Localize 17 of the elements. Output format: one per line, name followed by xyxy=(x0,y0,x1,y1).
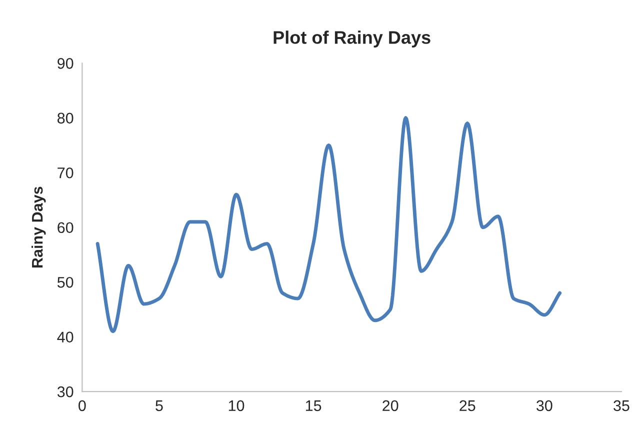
y-tick-label: 60 xyxy=(58,222,74,234)
x-tick-label: 15 xyxy=(306,400,322,412)
x-tick-label: 10 xyxy=(228,400,244,412)
y-axis-title: Rainy Days xyxy=(32,186,46,268)
y-tick-label: 70 xyxy=(58,167,74,178)
x-tick-label: 20 xyxy=(382,400,398,412)
x-tick-label: 25 xyxy=(460,400,476,412)
y-tick-label: 80 xyxy=(58,112,74,124)
y-tick-label: 90 xyxy=(58,58,74,69)
x-tick-label: 0 xyxy=(78,400,86,412)
x-tick-label: 35 xyxy=(614,400,630,412)
y-tick-label: 40 xyxy=(57,332,74,342)
y-tick-label: 30 xyxy=(57,386,74,398)
chart-title: Plot of Rainy Days xyxy=(274,30,430,48)
x-tick-label: 5 xyxy=(156,400,163,412)
x-tick-label: 30 xyxy=(536,400,552,412)
y-tick-label: 50 xyxy=(57,276,74,288)
